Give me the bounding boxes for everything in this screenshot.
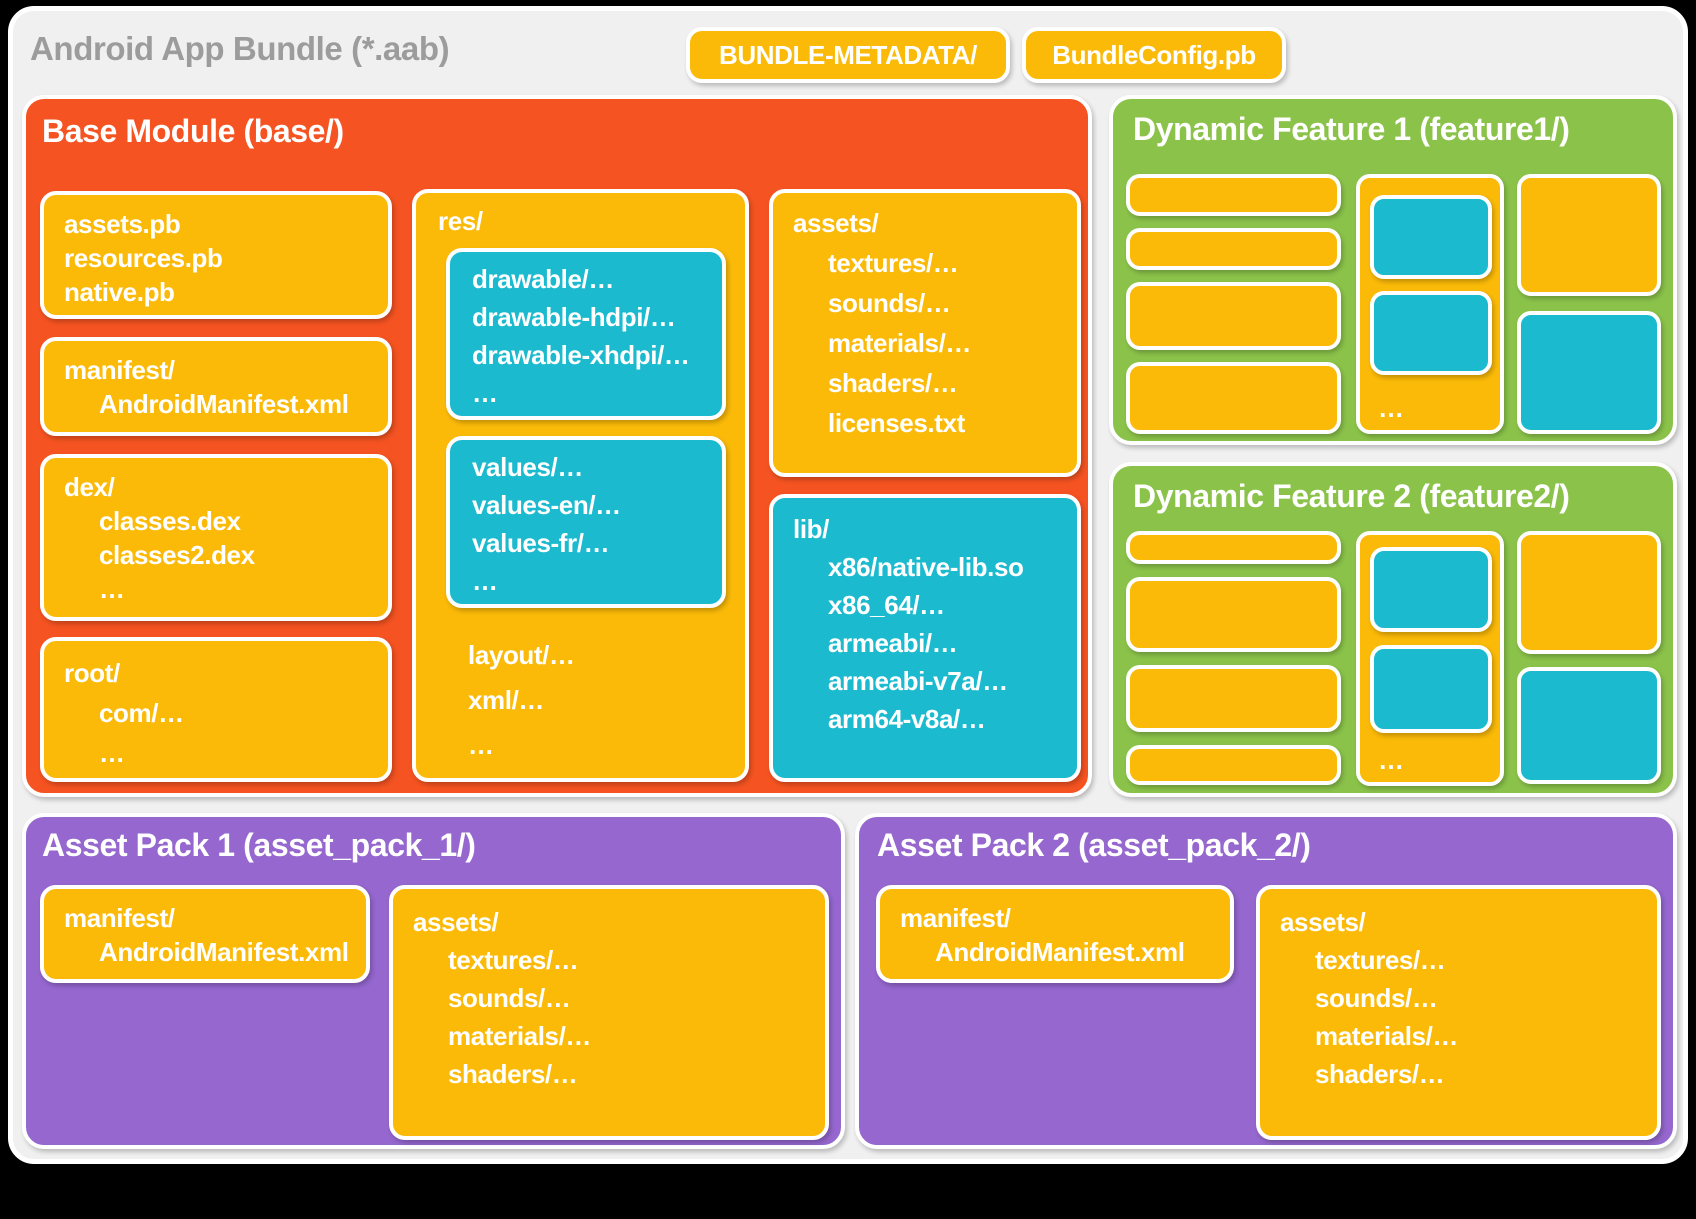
placeholder-pill bbox=[1126, 174, 1341, 216]
folder-entry: sounds/… bbox=[1315, 983, 1438, 1013]
folder-entry: sounds/… bbox=[448, 983, 571, 1013]
folder-entry: manifest/ bbox=[900, 903, 1011, 933]
folder-entry: assets/ bbox=[1280, 907, 1366, 937]
folder-entry: values/… bbox=[472, 452, 583, 482]
dex-box: dex/ classes.dex classes2.dex … bbox=[40, 454, 392, 621]
bundle-config-box: BundleConfig.pb bbox=[1022, 27, 1286, 83]
file-entry: AndroidManifest.xml bbox=[935, 937, 1185, 967]
folder-entry: drawable-xhdpi/… bbox=[472, 340, 690, 370]
folder-entry: drawable/… bbox=[472, 264, 614, 294]
asset-pack-1: Asset Pack 1 (asset_pack_1/) manifest/ A… bbox=[22, 813, 845, 1149]
folder-entry: root/ bbox=[64, 658, 120, 688]
manifest-box: manifest/ AndroidManifest.xml bbox=[40, 337, 392, 436]
base-module-title: Base Module (base/) bbox=[42, 113, 344, 149]
placeholder-pill bbox=[1126, 531, 1341, 564]
file-entry: AndroidManifest.xml bbox=[99, 389, 349, 419]
manifest-box: manifest/ AndroidManifest.xml bbox=[876, 885, 1234, 983]
ellipsis-entry: … bbox=[472, 378, 498, 408]
folder-entry: manifest/ bbox=[64, 355, 175, 385]
folder-entry: sounds/… bbox=[828, 288, 951, 318]
folder-entry: com/… bbox=[99, 698, 184, 728]
pb-files-box: assets.pb resources.pb native.pb bbox=[40, 191, 392, 319]
dynamic-feature-2: Dynamic Feature 2 (feature2/) … bbox=[1109, 462, 1677, 797]
placeholder-teal-box bbox=[1370, 547, 1492, 632]
folder-entry: shaders/… bbox=[448, 1059, 578, 1089]
folder-entry: armeabi/… bbox=[828, 628, 958, 658]
file-entry: classes.dex bbox=[99, 506, 241, 536]
placeholder-pill bbox=[1126, 745, 1341, 785]
asset-pack-2: Asset Pack 2 (asset_pack_2/) manifest/ A… bbox=[855, 813, 1677, 1149]
drawable-box: drawable/… drawable-hdpi/… drawable-xhdp… bbox=[446, 248, 726, 420]
file-entry: classes2.dex bbox=[99, 540, 255, 570]
file-entry: resources.pb bbox=[64, 243, 223, 273]
root-box: root/ com/… … bbox=[40, 637, 392, 782]
folder-entry: armeabi-v7a/… bbox=[828, 666, 1008, 696]
file-entry: native.pb bbox=[64, 277, 175, 307]
ellipsis-label: … bbox=[1378, 393, 1404, 423]
placeholder-pill bbox=[1126, 228, 1341, 270]
folder-entry: shaders/… bbox=[828, 368, 958, 398]
folder-entry: assets/ bbox=[793, 208, 879, 238]
folder-entry: values-en/… bbox=[472, 490, 621, 520]
feature-yellow-group-box: … bbox=[1356, 174, 1504, 434]
placeholder-pill bbox=[1126, 362, 1341, 434]
ellipsis-label: … bbox=[1378, 745, 1404, 775]
file-entry: AndroidManifest.xml bbox=[99, 937, 349, 967]
placeholder-teal-box bbox=[1517, 667, 1661, 784]
asset-pack-2-title: Asset Pack 2 (asset_pack_2/) bbox=[877, 827, 1311, 863]
placeholder-pill bbox=[1126, 665, 1341, 732]
folder-entry: assets/ bbox=[413, 907, 499, 937]
folder-entry: drawable-hdpi/… bbox=[472, 302, 676, 332]
folder-entry: shaders/… bbox=[1315, 1059, 1445, 1089]
placeholder-teal-box bbox=[1517, 311, 1661, 434]
res-extra-lines: layout/… xml/… … bbox=[468, 633, 575, 768]
folder-entry: arm64-v8a/… bbox=[828, 704, 986, 734]
placeholder-yellow-box bbox=[1517, 174, 1661, 296]
ellipsis-entry: … bbox=[99, 738, 125, 768]
folder-entry: layout/… bbox=[468, 640, 575, 670]
assets-box: assets/ textures/… sounds/… materials/… … bbox=[389, 885, 829, 1140]
folder-entry: dex/ bbox=[64, 472, 115, 502]
dynamic-feature-1: Dynamic Feature 1 (feature1/) … bbox=[1109, 95, 1677, 445]
folder-entry: textures/… bbox=[448, 945, 579, 975]
folder-entry: materials/… bbox=[448, 1021, 592, 1051]
placeholder-teal-box bbox=[1370, 291, 1492, 375]
ellipsis-entry: … bbox=[472, 566, 498, 596]
res-label: res/ bbox=[438, 206, 483, 236]
folder-entry: lib/ bbox=[793, 514, 829, 544]
ellipsis-entry: … bbox=[99, 574, 125, 604]
dynamic-feature-2-title: Dynamic Feature 2 (feature2/) bbox=[1133, 478, 1570, 514]
folder-entry: textures/… bbox=[828, 248, 959, 278]
folder-entry: x86_64/… bbox=[828, 590, 945, 620]
placeholder-teal-box bbox=[1370, 645, 1492, 733]
file-entry: assets.pb bbox=[64, 209, 181, 239]
folder-entry: xml/… bbox=[468, 685, 545, 715]
folder-entry: materials/… bbox=[828, 328, 972, 358]
manifest-box: manifest/ AndroidManifest.xml bbox=[40, 885, 370, 983]
folder-entry: values-fr/… bbox=[472, 528, 610, 558]
asset-pack-1-title: Asset Pack 1 (asset_pack_1/) bbox=[42, 827, 476, 863]
placeholder-pill bbox=[1126, 282, 1341, 350]
lib-box: lib/ x86/native-lib.so x86_64/… armeabi/… bbox=[769, 494, 1081, 782]
folder-entry: materials/… bbox=[1315, 1021, 1459, 1051]
bundle-metadata-box: BUNDLE-METADATA/ bbox=[686, 27, 1010, 83]
values-box: values/… values-en/… values-fr/… … bbox=[446, 436, 726, 608]
placeholder-teal-box bbox=[1370, 195, 1492, 279]
file-entry: x86/native-lib.so bbox=[828, 552, 1024, 582]
assets-box: assets/ textures/… sounds/… materials/… … bbox=[1256, 885, 1661, 1140]
ellipsis-entry: … bbox=[468, 730, 494, 760]
placeholder-yellow-box bbox=[1517, 531, 1661, 654]
folder-entry: manifest/ bbox=[64, 903, 175, 933]
feature-yellow-group-box: … bbox=[1356, 531, 1504, 786]
dynamic-feature-1-title: Dynamic Feature 1 (feature1/) bbox=[1133, 111, 1570, 147]
file-entry: licenses.txt bbox=[828, 408, 965, 438]
res-box: res/ drawable/… drawable-hdpi/… drawable… bbox=[412, 189, 749, 782]
base-module: Base Module (base/) assets.pb resources.… bbox=[22, 95, 1092, 797]
assets-box: assets/ textures/… sounds/… materials/… … bbox=[769, 189, 1081, 477]
folder-entry: textures/… bbox=[1315, 945, 1446, 975]
page-title: Android App Bundle (*.aab) bbox=[30, 30, 450, 67]
placeholder-pill bbox=[1126, 577, 1341, 652]
